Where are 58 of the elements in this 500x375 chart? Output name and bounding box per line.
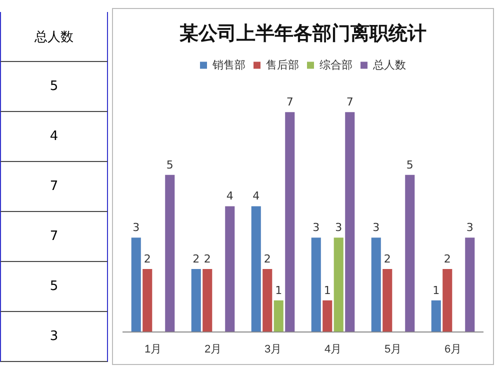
data-label: 5 (166, 158, 174, 172)
data-label: 2 (204, 252, 211, 266)
bar (382, 269, 392, 332)
bar (165, 174, 175, 332)
text: 3 (0, 312, 108, 362)
x-tick-label: 4月 (324, 343, 342, 356)
text: 7 (0, 162, 108, 212)
data-label: 3 (335, 221, 342, 234)
bar (465, 238, 475, 332)
data-label: 7 (286, 96, 294, 109)
bar (322, 300, 332, 332)
text: 总人数 (0, 12, 108, 62)
x-tick-label: 1月 (144, 343, 162, 356)
data-label: 2 (384, 252, 391, 266)
bar (442, 269, 452, 332)
x-tick-label: 3月 (264, 343, 282, 356)
data-label: 4 (252, 190, 260, 203)
text: 5 (0, 262, 108, 312)
legend-label: 售后部 (266, 58, 299, 72)
data-label: 3 (372, 221, 380, 234)
legend-label: 销售部 (212, 58, 246, 72)
legend-label: 总人数 (372, 58, 406, 72)
bar (262, 269, 272, 332)
data-label: 5 (406, 158, 414, 172)
text: 5 (0, 62, 108, 112)
data-label: 2 (264, 252, 271, 266)
bar (405, 174, 415, 332)
bar (371, 238, 381, 332)
bar (225, 206, 235, 332)
bar (311, 238, 321, 332)
x-tick-label: 5月 (384, 343, 402, 356)
x-tick-label: 6月 (444, 343, 462, 356)
bar (251, 206, 261, 332)
data-label: 7 (346, 96, 354, 109)
bar (334, 238, 344, 332)
bar (191, 269, 201, 332)
bar (142, 269, 152, 332)
text: 7 (0, 212, 108, 262)
bar (285, 112, 295, 332)
data-label: 1 (432, 284, 440, 297)
bar (431, 300, 441, 332)
data-label: 2 (444, 252, 451, 266)
x-tick-label: 2月 (204, 343, 222, 356)
bar (131, 238, 141, 332)
bar (274, 300, 284, 332)
bar (345, 112, 355, 332)
text: 4 (0, 112, 108, 162)
chart-title: 某公司上半年各部门离职统计 (180, 22, 426, 45)
data-label: 3 (132, 221, 140, 234)
legend-label: 综合部 (320, 58, 352, 72)
data-label: 1 (275, 284, 282, 297)
data-label: 2 (192, 252, 200, 266)
data-label: 1 (324, 284, 331, 297)
data-label: 3 (466, 221, 474, 234)
data-label: 2 (144, 252, 151, 266)
data-label: 4 (226, 190, 234, 203)
bar (202, 269, 212, 332)
data-label: 3 (312, 221, 320, 234)
